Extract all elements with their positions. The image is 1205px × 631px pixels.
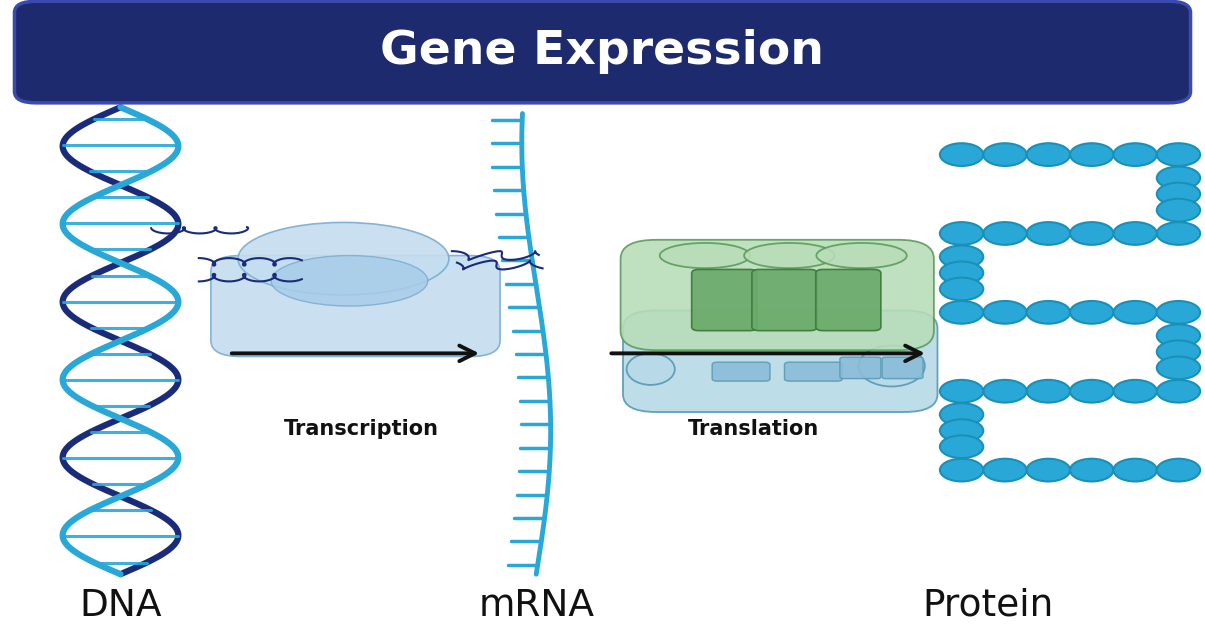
Ellipse shape [237,222,448,295]
Circle shape [1157,324,1200,347]
Circle shape [940,222,983,245]
Ellipse shape [627,353,675,385]
FancyBboxPatch shape [816,269,881,331]
Circle shape [1070,143,1113,166]
Circle shape [1027,143,1070,166]
FancyBboxPatch shape [692,269,757,331]
Circle shape [940,245,983,268]
Circle shape [1070,222,1113,245]
Text: mRNA: mRNA [478,587,594,624]
Circle shape [940,419,983,442]
FancyBboxPatch shape [784,362,842,381]
Circle shape [940,278,983,300]
Circle shape [983,459,1027,481]
Circle shape [1070,380,1113,403]
FancyBboxPatch shape [211,256,500,357]
Circle shape [1157,357,1200,379]
Ellipse shape [858,345,925,386]
Circle shape [983,222,1027,245]
Ellipse shape [660,243,750,268]
FancyBboxPatch shape [623,310,937,412]
Circle shape [1113,380,1157,403]
Text: Gene Expression: Gene Expression [381,29,824,74]
Circle shape [983,143,1027,166]
Text: Translation: Translation [688,419,818,439]
Circle shape [1113,459,1157,481]
Circle shape [1157,143,1200,166]
FancyBboxPatch shape [752,269,817,331]
Circle shape [940,459,983,481]
Circle shape [1070,301,1113,324]
Circle shape [1157,340,1200,363]
Circle shape [940,143,983,166]
Circle shape [1157,182,1200,205]
Circle shape [1157,380,1200,403]
FancyBboxPatch shape [712,362,770,381]
Circle shape [940,380,983,403]
Circle shape [983,380,1027,403]
FancyBboxPatch shape [621,240,934,350]
FancyBboxPatch shape [840,357,881,379]
Circle shape [1027,301,1070,324]
FancyBboxPatch shape [882,357,923,379]
Circle shape [1070,459,1113,481]
Ellipse shape [743,243,834,268]
Ellipse shape [816,243,907,268]
Circle shape [1157,222,1200,245]
Circle shape [1157,459,1200,481]
Circle shape [1027,222,1070,245]
Circle shape [940,435,983,458]
Circle shape [1157,301,1200,324]
Text: Protein: Protein [923,587,1053,624]
Circle shape [1157,167,1200,189]
Circle shape [983,301,1027,324]
Circle shape [1113,222,1157,245]
Circle shape [1027,459,1070,481]
Circle shape [1157,199,1200,221]
Ellipse shape [271,256,428,306]
Circle shape [940,403,983,426]
FancyBboxPatch shape [14,1,1191,103]
Text: Transcription: Transcription [284,419,439,439]
Circle shape [1027,380,1070,403]
Circle shape [1113,301,1157,324]
Circle shape [940,261,983,284]
Text: DNA: DNA [80,587,161,624]
Circle shape [1113,143,1157,166]
Circle shape [940,301,983,324]
